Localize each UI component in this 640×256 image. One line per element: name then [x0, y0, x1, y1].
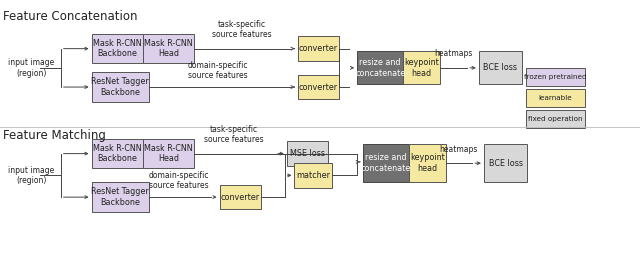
Text: matcher: matcher — [296, 171, 330, 180]
FancyBboxPatch shape — [92, 72, 149, 102]
Text: Mask R-CNN
Head: Mask R-CNN Head — [144, 39, 193, 58]
FancyBboxPatch shape — [92, 34, 143, 63]
Text: domain-specific
source features: domain-specific source features — [149, 171, 209, 190]
FancyBboxPatch shape — [363, 144, 409, 182]
FancyBboxPatch shape — [526, 89, 585, 107]
FancyBboxPatch shape — [298, 75, 339, 99]
Text: converter: converter — [221, 193, 260, 202]
Text: ResNet Tagger
Backbone: ResNet Tagger Backbone — [92, 77, 149, 97]
Text: converter: converter — [299, 82, 338, 92]
Text: domain-specific
source features: domain-specific source features — [188, 61, 248, 80]
FancyBboxPatch shape — [357, 51, 403, 84]
Text: converter: converter — [299, 44, 338, 53]
FancyBboxPatch shape — [409, 144, 446, 182]
FancyBboxPatch shape — [403, 51, 440, 84]
Text: learnable: learnable — [539, 95, 572, 101]
Text: BCE loss: BCE loss — [483, 63, 518, 72]
FancyBboxPatch shape — [526, 110, 585, 128]
FancyBboxPatch shape — [484, 144, 527, 182]
Text: Mask R-CNN
Backbone: Mask R-CNN Backbone — [93, 144, 141, 163]
Text: heatmaps: heatmaps — [440, 145, 478, 154]
FancyBboxPatch shape — [294, 163, 332, 187]
Text: keypoint
head: keypoint head — [404, 58, 439, 78]
Text: input image
(region): input image (region) — [8, 166, 54, 185]
FancyBboxPatch shape — [298, 36, 339, 61]
FancyBboxPatch shape — [92, 182, 149, 212]
Text: task-specific
source features: task-specific source features — [204, 125, 264, 144]
Text: MSE loss: MSE loss — [290, 149, 325, 158]
FancyBboxPatch shape — [143, 139, 194, 168]
FancyBboxPatch shape — [287, 141, 328, 166]
Text: heatmaps: heatmaps — [435, 49, 473, 58]
Text: Feature Matching: Feature Matching — [3, 129, 106, 142]
Text: task-specific
source features: task-specific source features — [212, 20, 272, 39]
Text: BCE loss: BCE loss — [488, 159, 523, 168]
Text: frozen pretrained: frozen pretrained — [524, 74, 587, 80]
FancyBboxPatch shape — [92, 139, 143, 168]
Text: resize and
concatenate: resize and concatenate — [361, 154, 411, 173]
FancyBboxPatch shape — [526, 68, 585, 86]
Text: fixed operation: fixed operation — [528, 116, 583, 122]
FancyBboxPatch shape — [479, 51, 522, 84]
Text: resize and
concatenate: resize and concatenate — [355, 58, 405, 78]
FancyBboxPatch shape — [220, 185, 261, 209]
Text: Feature Concatenation: Feature Concatenation — [3, 10, 138, 23]
FancyBboxPatch shape — [143, 34, 194, 63]
Text: keypoint
head: keypoint head — [410, 154, 445, 173]
Text: ResNet Tagger
Backbone: ResNet Tagger Backbone — [92, 187, 149, 207]
Text: Mask R-CNN
Backbone: Mask R-CNN Backbone — [93, 39, 141, 58]
Text: Mask R-CNN
Head: Mask R-CNN Head — [144, 144, 193, 163]
Text: input image
(region): input image (region) — [8, 58, 54, 78]
